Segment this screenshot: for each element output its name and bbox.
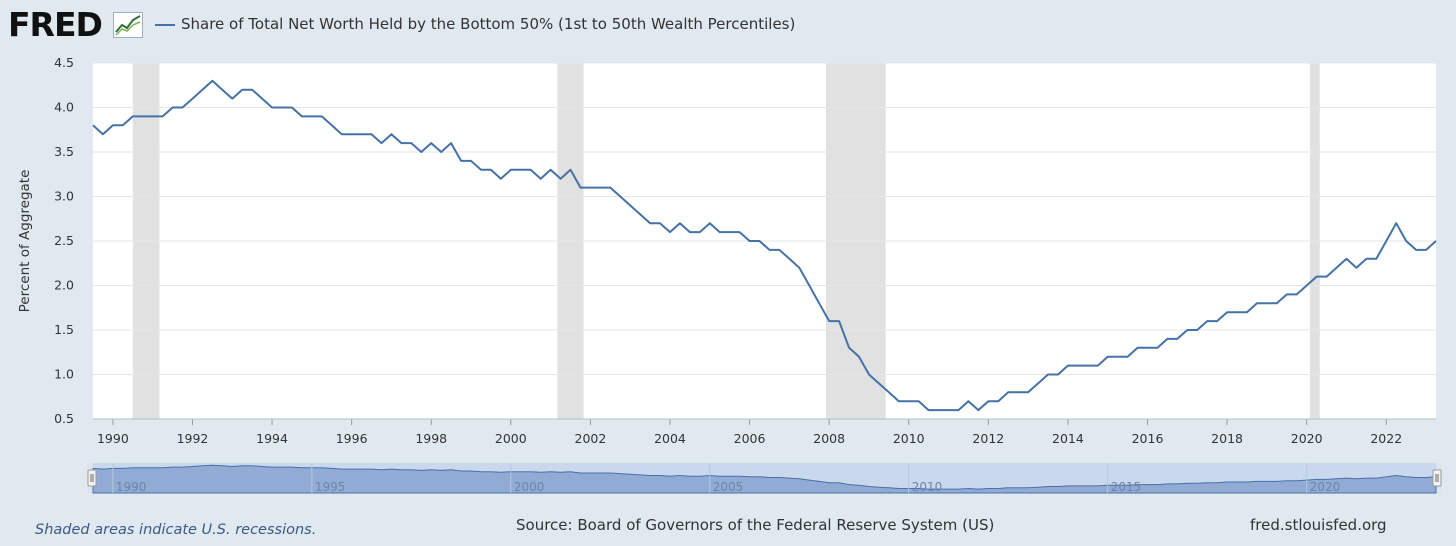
y-tick-label: 2.5 xyxy=(54,233,74,248)
x-tick-label: 2012 xyxy=(972,431,1004,446)
trend-chart-icon xyxy=(113,12,143,38)
legend-series-label[interactable]: Share of Total Net Worth Held by the Bot… xyxy=(181,15,796,33)
x-tick-label: 1992 xyxy=(177,431,209,446)
y-tick-label: 1.5 xyxy=(54,322,74,337)
navigator-tick-label: 1995 xyxy=(315,480,346,494)
range-navigator[interactable]: 1990 1995 2000 2005 2010 2015 2020 xyxy=(87,463,1442,494)
x-tick-label: 2018 xyxy=(1211,431,1243,446)
chart-header: FRED Share of Total Net Worth Held by th… xyxy=(0,0,1456,52)
x-tick-label: 2016 xyxy=(1132,431,1164,446)
y-tick-label: 0.5 xyxy=(54,411,74,426)
x-tick-label: 2022 xyxy=(1370,431,1402,446)
y-tick-label: 1.0 xyxy=(54,367,74,382)
source-credit: Source: Board of Governors of the Federa… xyxy=(516,516,995,534)
legend-line-swatch xyxy=(155,24,175,26)
x-tick-label: 2000 xyxy=(495,431,527,446)
navigator-tick-label: 2010 xyxy=(912,480,943,494)
x-tick-label: 2008 xyxy=(813,431,845,446)
x-tick-label: 1990 xyxy=(97,431,129,446)
x-tick-label: 1996 xyxy=(336,431,368,446)
x-axis-ticks: 1990 1992 1994 1996 1998 2000 2002 2004 2006 2008… xyxy=(93,418,1436,446)
series-line[interactable] xyxy=(92,79,1437,412)
navigator-tick-label: 2000 xyxy=(514,480,545,494)
y-axis-ticks: 0.5 1.0 1.5 2.0 2.5 3.0 3.5 4.0 4.5 xyxy=(54,55,74,426)
x-tick-label: 2020 xyxy=(1291,431,1323,446)
y-axis-label: Percent of Aggregate xyxy=(17,170,33,313)
y-tick-label: 3.0 xyxy=(54,189,74,204)
x-tick-label: 2010 xyxy=(893,431,925,446)
x-tick-label: 1994 xyxy=(256,431,288,446)
navigator-ticks: 1990 1995 2000 2005 2010 2015 2020 xyxy=(112,463,1341,494)
y-tick-label: 4.0 xyxy=(54,100,74,115)
navigator-tick-label: 2015 xyxy=(1111,480,1142,494)
x-tick-label: 1998 xyxy=(415,431,447,446)
navigator-left-handle[interactable] xyxy=(87,469,97,487)
fred-logo[interactable]: FRED xyxy=(8,5,103,44)
x-tick-label: 2014 xyxy=(1052,431,1084,446)
y-tick-label: 2.0 xyxy=(54,278,74,293)
navigator-tick-label: 2005 xyxy=(713,480,744,494)
x-tick-label: 2006 xyxy=(734,431,766,446)
y-tick-label: 4.5 xyxy=(54,55,74,70)
x-tick-label: 2004 xyxy=(654,431,686,446)
recession-note: Shaded areas indicate U.S. recessions. xyxy=(35,522,317,538)
navigator-tick-label: 1990 xyxy=(116,480,147,494)
y-tick-label: 3.5 xyxy=(54,144,74,159)
fred-url-link[interactable]: fred.stlouisfed.org xyxy=(1250,516,1387,534)
navigator-tick-label: 2020 xyxy=(1310,480,1341,494)
x-tick-label: 2002 xyxy=(575,431,607,446)
navigator-right-handle[interactable] xyxy=(1432,469,1442,487)
